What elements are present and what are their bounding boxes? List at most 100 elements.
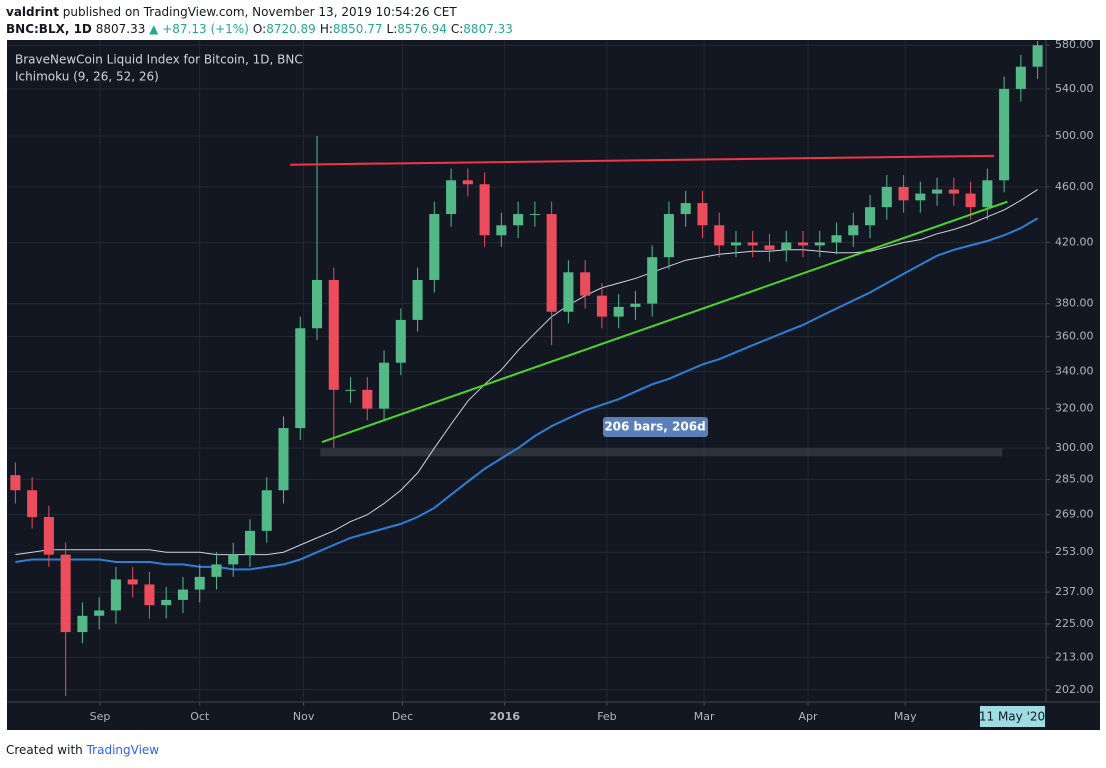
- candle-body: [278, 428, 289, 491]
- candle-body: [948, 189, 959, 194]
- candle-body: [881, 186, 892, 208]
- y-tick-label: 285.00: [1055, 472, 1094, 485]
- change: ▲ +87.13 (+1%): [149, 22, 249, 36]
- candle-body: [362, 389, 373, 409]
- candle-body: [580, 272, 591, 296]
- candle-body: [311, 279, 323, 329]
- x-tick-label: Sep: [90, 710, 111, 723]
- y-tick-label: 269.00: [1055, 508, 1094, 521]
- candle-body: [697, 203, 708, 226]
- y-tick-label: 202.00: [1055, 683, 1094, 696]
- candle-body: [529, 214, 540, 216]
- published: published on TradingView.com, November 1…: [63, 5, 458, 19]
- y-tick-label: 320.00: [1055, 402, 1094, 415]
- candle-body: [797, 242, 809, 246]
- axes: 580.00 540.00 500.00 460.00 420.00 380.00 360.…: [90, 38, 1094, 723]
- x-tick-label: Feb: [597, 710, 616, 723]
- ohlc-value: 8576.94: [397, 22, 447, 36]
- candle-body: [898, 186, 909, 201]
- candle-body: [613, 306, 624, 317]
- candle-body: [127, 579, 138, 585]
- candle-body: [714, 225, 725, 246]
- y-tick-label: 213.00: [1055, 650, 1094, 663]
- y-tick-label: 380.00: [1055, 297, 1094, 310]
- ohlc-value: 8720.89: [266, 22, 316, 36]
- y-tick-label: 253.00: [1055, 545, 1094, 558]
- price-zone: [320, 448, 1003, 457]
- candle-body: [43, 517, 54, 555]
- candle-body: [814, 242, 825, 246]
- measure-label: 206 bars, 206d: [604, 420, 705, 434]
- measure-box: [603, 417, 708, 437]
- candle-body: [395, 319, 406, 363]
- candle-body: [194, 576, 205, 590]
- candle-body: [244, 530, 256, 555]
- y-tick-label: 580.00: [1055, 38, 1094, 51]
- candle-body: [94, 610, 105, 616]
- candle-body: [982, 180, 993, 208]
- ohlc-label: O:: [253, 22, 266, 36]
- footer-brand[interactable]: TradingView: [86, 743, 160, 757]
- candle-body: [1032, 45, 1043, 67]
- candle-body: [680, 203, 691, 215]
- x-tick-label: Apr: [799, 710, 819, 723]
- y-tick-label: 237.00: [1055, 585, 1094, 598]
- candle-body: [228, 554, 239, 565]
- trendline: [321, 200, 1008, 443]
- candle-body: [865, 207, 876, 226]
- x-tick-label: May: [894, 710, 917, 723]
- candle-body: [211, 564, 222, 577]
- symbol: BNC:BLX, 1D: [6, 22, 92, 36]
- candle-body: [379, 362, 390, 409]
- candle-body: [10, 475, 21, 491]
- candle-body: [60, 554, 71, 633]
- candle-body: [764, 245, 775, 250]
- ohlc-label: C:: [451, 22, 463, 36]
- candle-body: [261, 490, 272, 531]
- candle-body: [144, 584, 155, 606]
- ohlc-label: L:: [387, 22, 398, 36]
- indicator-line: [15, 217, 1039, 571]
- candle-body: [27, 490, 38, 518]
- candle-body: [496, 225, 507, 236]
- footer: Created with TradingView: [6, 743, 159, 757]
- candle-body: [446, 180, 457, 215]
- candle-body: [915, 193, 926, 201]
- candle-body: [831, 235, 842, 243]
- x-tick-label: Dec: [392, 710, 413, 723]
- candle-body: [747, 242, 758, 246]
- ohlc-label: H:: [320, 22, 333, 36]
- candle-body: [345, 389, 356, 391]
- candle-body: [412, 279, 423, 320]
- y-tick-label: 420.00: [1055, 235, 1094, 248]
- y-tick-label: 540.00: [1055, 82, 1094, 95]
- candle-body: [77, 615, 88, 633]
- candle-body: [730, 242, 742, 246]
- plot-area: [7, 40, 1046, 702]
- trendline: [290, 154, 995, 166]
- candle-body: [546, 214, 557, 312]
- candle-body: [965, 193, 976, 208]
- x-tick-label: Oct: [190, 710, 210, 723]
- candle-body: [479, 184, 490, 236]
- candle-body: [932, 189, 943, 194]
- x-tick-label: Mar: [694, 710, 715, 723]
- quote-line: BNC:BLX, 1D 8807.33 ▲ +87.13 (+1%) O:8720…: [6, 22, 513, 36]
- candle-body: [177, 589, 188, 600]
- candle-body: [647, 257, 658, 304]
- candle-body: [429, 214, 440, 280]
- y-tick-label: 300.00: [1055, 441, 1094, 454]
- y-tick-label: 340.00: [1055, 365, 1094, 378]
- y-tick-label: 360.00: [1055, 330, 1094, 343]
- candle-body: [295, 328, 306, 429]
- y-tick-label: 460.00: [1055, 180, 1094, 193]
- candle-body: [462, 180, 473, 185]
- candle-body: [630, 303, 641, 307]
- chart-title: BraveNewCoin Liquid Index for Bitcoin, 1…: [15, 53, 303, 67]
- publisher: valdrint: [6, 5, 59, 19]
- y-tick-label: 225.00: [1055, 617, 1094, 630]
- chart-background: [7, 40, 1100, 730]
- ohlc-value: 8850.77: [333, 22, 383, 36]
- footer-text: Created with: [6, 743, 83, 757]
- x-tick-label: Nov: [293, 710, 315, 723]
